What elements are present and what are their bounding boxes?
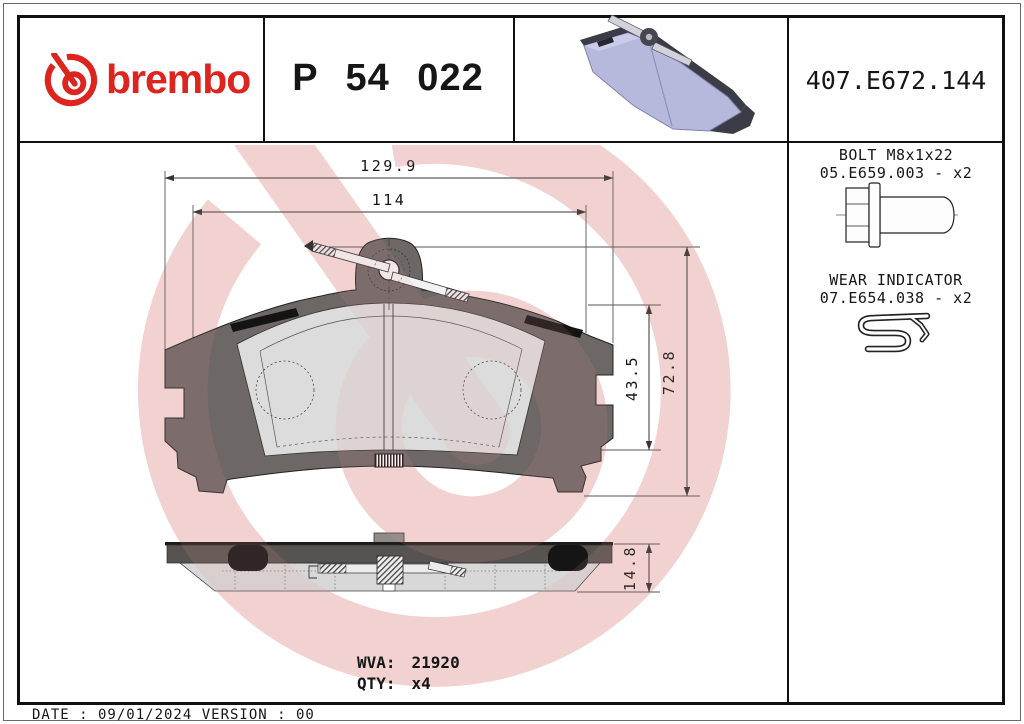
qty-label: QTY: xyxy=(357,674,396,693)
wva-value: 21920 xyxy=(411,653,460,672)
wva-qty-block: WVA: 21920 QTY: x4 xyxy=(357,652,460,694)
part-number: P 54 022 xyxy=(292,57,484,99)
header-cell-divider-1 xyxy=(263,15,265,143)
pad-3d-image xyxy=(580,15,755,134)
footer-date-version: DATE : 09/01/2024 VERSION : 00 xyxy=(32,707,315,723)
bolt-title: BOLT M8x1x22 xyxy=(838,146,954,164)
wear-indicator-title: WEAR INDICATOR xyxy=(829,271,963,289)
parts-column-divider xyxy=(787,15,789,705)
header-row-divider xyxy=(17,141,1005,143)
main-frame xyxy=(17,15,1005,705)
header-cell-divider-2 xyxy=(513,15,515,143)
wva-label: WVA: xyxy=(357,653,396,672)
wear-indicator-icon xyxy=(857,312,931,353)
qty-value: x4 xyxy=(411,674,431,693)
brand-name: brembo xyxy=(106,56,251,102)
bolt-code: 05.E659.003 - x2 xyxy=(819,164,973,182)
catalog-number: 407.E672.144 xyxy=(805,66,987,95)
wear-indicator-code: 07.E654.038 - x2 xyxy=(819,289,973,307)
bolt-icon xyxy=(836,182,962,248)
brembo-logo-icon xyxy=(44,53,98,107)
